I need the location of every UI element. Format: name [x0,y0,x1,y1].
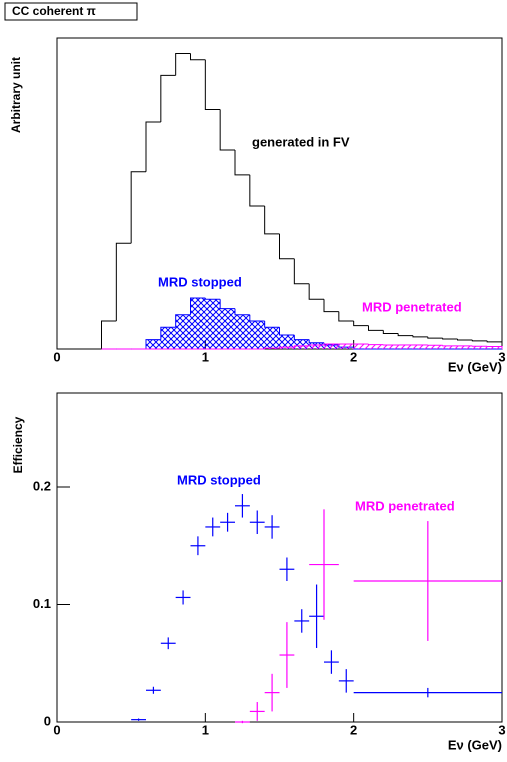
bin-step [264,205,280,235]
bin-step [486,340,503,349]
y-axis-title: Arbitrary unit [9,57,23,133]
bin-step [471,339,488,342]
bin-fill [309,344,324,349]
bin-fill [146,339,161,349]
bin-fill [324,344,339,349]
bin-fill [383,344,399,349]
series-label: generated in FV [252,134,350,149]
bin-step [368,325,384,331]
bin-fill [249,321,265,349]
bin-step [323,343,339,345]
bin-step [190,53,206,61]
x-tick-label: 0 [53,722,60,737]
bin-step [234,308,250,316]
bin-fill [235,314,250,349]
bin-fill [442,345,458,349]
bin-step [308,283,324,300]
bin-step [442,338,458,340]
bin-step [442,345,458,347]
bin-step [486,346,503,349]
series-label: MRD penetrated [355,498,455,513]
bin-fill [175,314,191,349]
bin-fill [220,308,235,349]
bin-fill [398,344,413,349]
x-tick-label: 1 [202,722,209,737]
bin-step [279,346,295,349]
bin-step [382,330,399,334]
bin-step [368,344,384,346]
bin-step [279,233,295,260]
series-label: MRD penetrated [362,299,462,314]
bin-step [412,335,428,338]
x-axis-title: Eν (GeV) [448,359,502,374]
bin-step [397,333,413,337]
chart-title: CC coherent π [12,4,96,18]
bin-step [308,344,324,346]
x-tick-label: 0 [53,349,60,364]
bin-fill [338,344,354,349]
bin-step [175,314,191,328]
bin-step [293,258,310,285]
bin-fill [264,327,280,349]
bin-step [175,53,191,76]
x-tick-label: 2 [350,349,357,364]
y-tick-label: 0.1 [33,596,51,611]
bin-step [249,174,265,207]
x-tick-label: 2 [350,722,357,737]
x-tick-label: 3 [498,349,505,364]
bin-step [115,242,132,322]
bin-fill [457,345,473,349]
bin-step [101,320,117,349]
bin-step [160,326,176,340]
bin-step [293,335,310,341]
series-label: MRD stopped [158,274,242,289]
bin-step [190,297,206,315]
bin-step [457,339,473,341]
bin-step [308,339,324,344]
bin-step [249,314,265,322]
bin-fill [279,335,295,349]
bin-step [204,297,221,300]
bin-fill [472,346,488,349]
bin-fill [353,344,369,349]
bin-step [160,74,176,122]
bin-step [234,149,250,176]
bin-fill [205,299,221,349]
bin-fill [294,339,310,349]
title-box [4,2,138,21]
bin-step [264,321,280,328]
bin-step [145,339,161,349]
bin-step [427,336,443,339]
plot-frame [56,392,503,723]
bin-fill [279,347,295,349]
bin-step [204,59,221,111]
bin-fill [487,346,502,349]
bin-step [323,299,339,313]
y-tick-label: 0.2 [33,478,51,493]
bin-step [219,299,235,310]
bin-fill [160,327,176,349]
x-tick-label: 1 [202,349,209,364]
bin-fill [294,345,310,349]
x-axis-title: Eν (GeV) [448,737,502,752]
bin-fill [427,345,443,349]
bin-step [353,321,369,327]
y-tick-label: 0 [44,713,51,728]
y-axis-title: Efficiency [11,416,25,473]
bin-fill [413,344,428,349]
bin-fill [190,297,206,349]
x-tick-label: 3 [498,722,505,737]
bin-step [219,109,235,151]
series-label: MRD stopped [177,472,261,487]
bin-step [264,347,280,349]
bin-step [293,345,310,348]
bin-step [145,121,161,172]
bin-step [279,327,295,336]
bin-step [338,311,354,322]
bin-step [130,171,146,244]
bin-fill [368,344,384,349]
